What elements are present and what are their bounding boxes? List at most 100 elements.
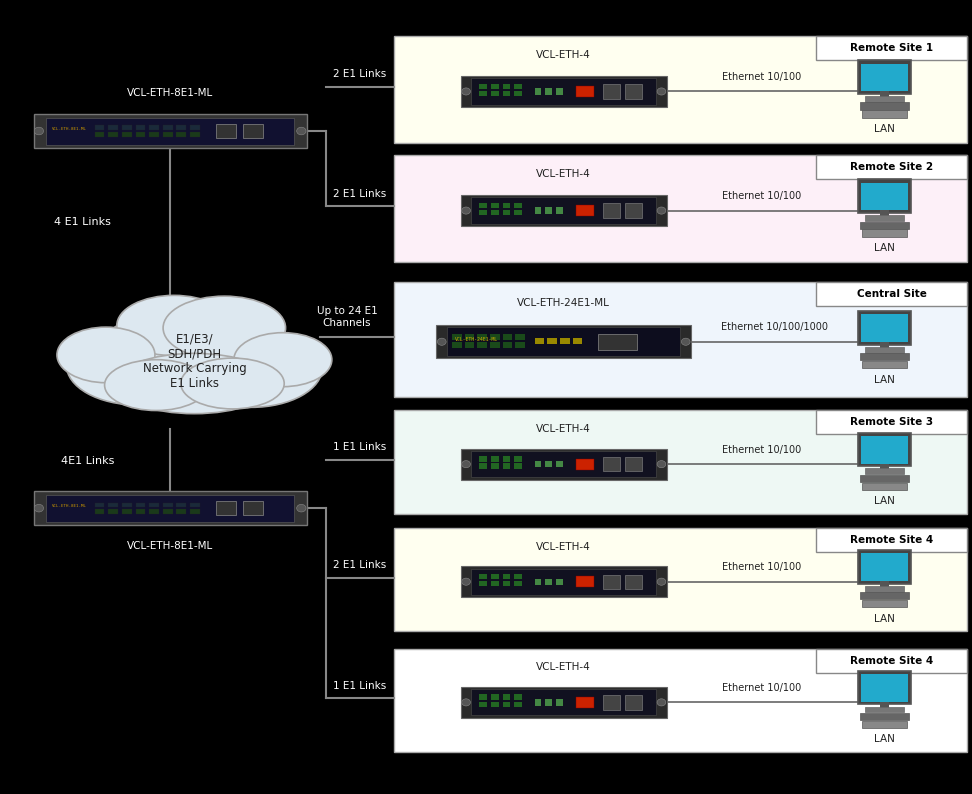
Bar — [514, 574, 522, 580]
Bar — [865, 586, 904, 592]
Bar — [479, 702, 487, 707]
Text: VCL-ETH-4: VCL-ETH-4 — [537, 542, 591, 552]
FancyBboxPatch shape — [858, 550, 912, 584]
Bar — [573, 337, 582, 344]
Bar — [503, 202, 510, 208]
Bar — [514, 581, 522, 587]
Bar — [535, 207, 541, 214]
Bar — [545, 461, 552, 468]
Bar — [479, 574, 487, 580]
Bar — [243, 124, 262, 138]
Bar — [862, 483, 907, 490]
FancyBboxPatch shape — [858, 179, 912, 213]
Ellipse shape — [234, 333, 331, 387]
Bar — [452, 341, 462, 348]
Circle shape — [296, 504, 306, 512]
FancyBboxPatch shape — [461, 76, 667, 107]
Bar — [135, 125, 145, 130]
Bar — [515, 341, 525, 348]
Ellipse shape — [163, 296, 286, 360]
Text: VCL-ETH-4: VCL-ETH-4 — [537, 662, 591, 673]
Circle shape — [657, 88, 666, 95]
Bar — [576, 459, 594, 470]
Text: VCL-ETH-4: VCL-ETH-4 — [537, 169, 591, 179]
FancyBboxPatch shape — [816, 282, 967, 306]
Bar — [491, 457, 499, 462]
Bar — [535, 88, 541, 94]
Bar — [162, 125, 173, 130]
Bar — [477, 333, 487, 340]
FancyBboxPatch shape — [46, 495, 294, 522]
Bar — [535, 337, 544, 344]
Text: Remote Site 1: Remote Site 1 — [850, 43, 933, 52]
Bar — [491, 91, 499, 96]
FancyBboxPatch shape — [461, 449, 667, 480]
Bar — [150, 503, 159, 507]
Bar — [479, 202, 487, 208]
Circle shape — [462, 88, 470, 95]
Bar — [514, 464, 522, 469]
Bar — [514, 83, 522, 89]
Bar — [479, 91, 487, 96]
Bar — [491, 202, 499, 208]
Text: Remote Site 4: Remote Site 4 — [850, 535, 933, 545]
FancyBboxPatch shape — [394, 649, 967, 752]
Circle shape — [34, 127, 44, 135]
Bar — [535, 461, 541, 468]
Bar — [545, 207, 552, 214]
Bar — [479, 695, 487, 700]
FancyBboxPatch shape — [858, 311, 912, 345]
Bar — [514, 702, 522, 707]
Bar — [514, 202, 522, 208]
FancyBboxPatch shape — [858, 60, 912, 94]
Bar — [545, 579, 552, 585]
Bar — [216, 124, 235, 138]
Text: 1 E1 Links: 1 E1 Links — [333, 680, 386, 691]
Circle shape — [34, 504, 44, 512]
Bar — [162, 132, 173, 137]
Bar — [860, 592, 909, 599]
Bar — [122, 125, 132, 130]
Bar — [625, 696, 642, 710]
Bar — [545, 700, 552, 706]
FancyBboxPatch shape — [471, 689, 656, 715]
Bar — [479, 457, 487, 462]
Bar — [503, 83, 510, 89]
Bar — [191, 509, 200, 514]
Text: Ethernet 10/100: Ethernet 10/100 — [722, 445, 802, 455]
FancyBboxPatch shape — [861, 183, 909, 210]
Bar — [503, 341, 512, 348]
Bar — [862, 361, 907, 368]
Bar — [880, 702, 889, 708]
Bar — [860, 353, 909, 360]
Text: VCL-ETH-4: VCL-ETH-4 — [537, 424, 591, 434]
Bar — [243, 501, 262, 515]
Circle shape — [681, 338, 690, 345]
Text: LAN: LAN — [874, 734, 895, 745]
Bar — [177, 503, 186, 507]
FancyBboxPatch shape — [816, 155, 967, 179]
Text: Remote Site 4: Remote Site 4 — [850, 656, 933, 665]
FancyBboxPatch shape — [861, 674, 909, 702]
Bar — [503, 333, 512, 340]
FancyBboxPatch shape — [394, 528, 967, 631]
Bar — [625, 84, 642, 98]
Bar — [479, 464, 487, 469]
Circle shape — [657, 578, 666, 585]
Circle shape — [462, 461, 470, 468]
Bar — [603, 84, 620, 98]
Bar — [191, 503, 200, 507]
Bar — [108, 125, 118, 130]
Bar — [880, 91, 889, 98]
FancyBboxPatch shape — [816, 528, 967, 552]
Bar — [490, 341, 500, 348]
Text: LAN: LAN — [874, 496, 895, 507]
FancyBboxPatch shape — [447, 327, 680, 356]
Bar — [625, 575, 642, 589]
Bar — [108, 132, 118, 137]
Text: LAN: LAN — [874, 614, 895, 624]
Bar — [491, 464, 499, 469]
Bar — [556, 579, 563, 585]
FancyBboxPatch shape — [46, 118, 294, 145]
Ellipse shape — [57, 327, 155, 383]
